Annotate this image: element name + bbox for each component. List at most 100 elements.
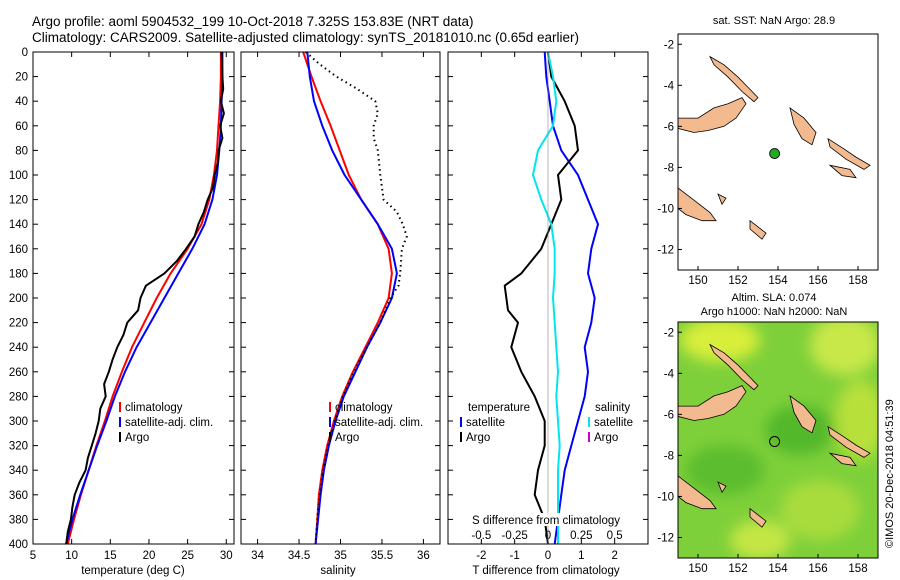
difference-series-t-satellite	[543, 51, 599, 545]
legend-climatology-label: climatology	[335, 402, 393, 414]
depth-ytick-label: 240	[9, 342, 28, 354]
map_sla-ytick-label: -4	[664, 368, 675, 380]
sla-map-title-line1: Altim. SLA: 0.074	[732, 292, 817, 304]
legend-argo-label: Argo	[125, 432, 149, 444]
difference-xlabel: T difference from climatology	[472, 565, 619, 577]
map_sla-xtick-label: 152	[728, 563, 747, 575]
depth-ytick-label: 80	[15, 145, 28, 157]
land-polygon	[749, 219, 767, 240]
sla-anomaly-high	[730, 520, 790, 558]
figure-title-line2: Climatology: CARS2009. Satellite-adjuste…	[32, 30, 579, 45]
s-difference-label-bg	[456, 513, 636, 526]
sst-map-panel: sat. SST: NaN Argo: 28.9 150 152 154 156 158…	[657, 15, 879, 287]
temperature-xtick-label: 25	[181, 550, 194, 562]
difference-xtick-label: -1	[510, 550, 520, 562]
map_sla-xtick-label: 154	[768, 563, 788, 575]
legend-climatology-label: climatology	[125, 402, 183, 414]
depth-ytick-label: 300	[9, 416, 28, 428]
legend-satellite-label: satellite-adj. clim.	[335, 417, 423, 429]
land-polygon	[717, 193, 727, 206]
map_sla-xtick-label: 158	[848, 563, 867, 575]
difference-xtick-label: 1	[578, 550, 584, 562]
land-polygon	[828, 164, 857, 179]
salinity-axes-frame	[240, 51, 441, 545]
map_sst-xtick-label: 156	[808, 275, 827, 287]
map_sst-ytick-label: -12	[657, 244, 674, 256]
difference-xtick-label: -2	[476, 550, 486, 562]
depth-ytick-label: 180	[9, 268, 28, 280]
temperature-xtick-label: 30	[220, 550, 233, 562]
map_sst-ytick-label: -2	[664, 39, 674, 51]
temperature-panel: 0204060801001201401601802002202402602803…	[9, 47, 648, 577]
difference-xtick2-label: -0.25	[502, 530, 528, 542]
difference-xtick2-label: 0.25	[570, 530, 592, 542]
land-polygon	[827, 137, 871, 170]
sla-map-panel: Altim. SLA: 0.074 Argo h1000: NaN h2000:…	[657, 292, 879, 575]
salinity-xlabel: salinity	[320, 565, 355, 577]
s-difference-xlabel: S difference from climatology	[472, 515, 620, 527]
salinity-xtick-label: 34	[251, 550, 264, 562]
depth-ytick-label: 360	[9, 490, 28, 502]
salinity-legend: climatology satellite-adj. clim. Argo	[329, 402, 423, 444]
depth-ytick-label: 220	[9, 318, 28, 330]
land-polygon	[749, 507, 767, 528]
sla-anomaly-low	[685, 445, 765, 495]
depth-ytick-label: 340	[9, 465, 28, 477]
salinity-xtick-label: 35.5	[371, 550, 393, 562]
legend-t-argo-label: Argo	[466, 432, 490, 444]
temperature-xtick-label: 10	[65, 550, 78, 562]
temperature-axes-frame	[32, 51, 235, 545]
depth-ytick-label: 200	[9, 293, 28, 305]
temperature-xlabel: temperature (deg C)	[81, 565, 185, 577]
temperature-xtick-label: 15	[104, 550, 117, 562]
depth-ytick-label: 380	[9, 514, 28, 526]
temperature-xtick-label: 5	[30, 550, 36, 562]
map_sla-ytick-label: -12	[657, 532, 674, 544]
difference-legend: temperature satellite Argo salinity sate…	[460, 402, 633, 444]
map_sst-xtick-label: 152	[728, 275, 747, 287]
land-polygon	[678, 385, 747, 421]
legend-s-argo-label: Argo	[594, 432, 618, 444]
difference-xtick-label: 0	[545, 550, 551, 562]
map_sla-ytick-label: -6	[664, 409, 674, 421]
salinity-series-climatology	[302, 51, 393, 545]
depth-ytick-label: 120	[9, 195, 28, 207]
temperature-legend: climatology satellite-adj. clim. Argo	[119, 402, 213, 444]
salinity-series-satellite-adj-clim	[306, 51, 398, 545]
sla-anomaly-high	[810, 322, 878, 375]
map_sst-xtick-label: 158	[848, 275, 867, 287]
sla-heatmap	[678, 322, 878, 558]
land-polygon	[677, 187, 717, 222]
difference-panel: -2 -1 0 1 2 -0.5 -0.25 0 0.25 0.5 T difference f…	[447, 51, 649, 577]
land-polygon	[678, 475, 717, 510]
land-polygon	[789, 106, 817, 146]
map_sla-ytick-label: -2	[664, 327, 674, 339]
map_sst-ytick-label: -10	[657, 203, 674, 215]
legend-temperature-title: temperature	[468, 402, 530, 414]
difference-xtick2-label: -0.5	[471, 530, 491, 542]
difference-xtick-label: 2	[611, 550, 617, 562]
map_sst-xtick-label: 154	[768, 275, 788, 287]
map_sla-ytick-label: -8	[664, 450, 674, 462]
depth-ytick-label: 400	[9, 539, 28, 551]
imos-credit: ©IMOS 20-Dec-2018 04:51:39	[884, 399, 896, 548]
salinity-xtick-label: 36	[417, 550, 430, 562]
depth-ytick-label: 260	[9, 367, 28, 379]
legend-satellite-label: satellite-adj. clim.	[125, 417, 213, 429]
legend-t-satellite-label: satellite	[466, 417, 505, 429]
depth-ytick-label: 60	[15, 121, 28, 133]
argo-location-marker	[769, 436, 781, 448]
figure-title-line1: Argo profile: aoml 5904532_199 10-Oct-20…	[32, 14, 474, 29]
land-polygon	[828, 452, 857, 467]
legend-s-satellite-label: satellite	[594, 417, 633, 429]
temperature-series-climatology	[66, 52, 222, 545]
land-polygon	[709, 55, 759, 103]
sla-anomaly-low	[765, 405, 835, 455]
argo-location-marker	[769, 148, 780, 159]
legend-argo-label: Argo	[335, 432, 359, 444]
temperature-series-satellite-adj-clim	[65, 52, 224, 545]
land-polygon	[709, 343, 759, 391]
difference-xtick2-label: 0.5	[607, 530, 623, 542]
difference-series-t-argo	[503, 51, 579, 545]
sla-anomaly-high	[680, 322, 760, 362]
